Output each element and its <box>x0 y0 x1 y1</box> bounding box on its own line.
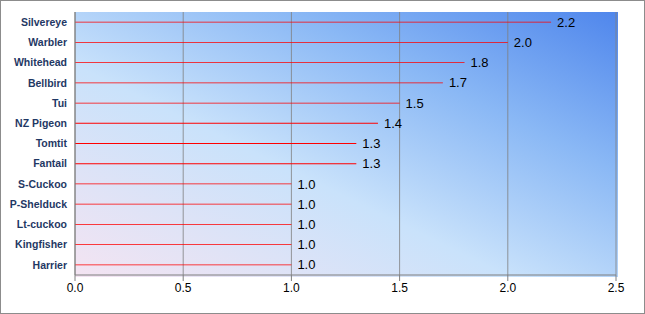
svg-text:Whitehead: Whitehead <box>14 56 67 68</box>
svg-text:1.0: 1.0 <box>297 237 315 252</box>
svg-text:1.0: 1.0 <box>297 257 315 272</box>
svg-text:Bellbird: Bellbird <box>28 77 67 89</box>
svg-text:1.0: 1.0 <box>297 177 315 192</box>
svg-text:Tomtit: Tomtit <box>36 137 68 149</box>
svg-text:0.5: 0.5 <box>175 281 192 295</box>
svg-text:1.5: 1.5 <box>406 96 424 111</box>
svg-text:1.0: 1.0 <box>283 281 300 295</box>
svg-text:1.8: 1.8 <box>471 55 489 70</box>
svg-text:1.0: 1.0 <box>297 217 315 232</box>
svg-text:1.0: 1.0 <box>297 197 315 212</box>
svg-text:2.5: 2.5 <box>608 281 625 295</box>
svg-text:S-Cuckoo: S-Cuckoo <box>18 178 67 190</box>
svg-text:Harrier: Harrier <box>33 259 67 271</box>
svg-text:Fantail: Fantail <box>33 157 67 169</box>
svg-text:2.0: 2.0 <box>499 281 516 295</box>
svg-text:P-Shelduck: P-Shelduck <box>10 198 67 210</box>
svg-text:1.4: 1.4 <box>384 116 402 131</box>
svg-text:1.3: 1.3 <box>362 156 380 171</box>
svg-text:Tui: Tui <box>52 97 67 109</box>
svg-text:1.7: 1.7 <box>449 75 467 90</box>
svg-text:NZ Pigeon: NZ Pigeon <box>15 117 67 129</box>
svg-text:1.3: 1.3 <box>362 136 380 151</box>
svg-text:2.0: 2.0 <box>514 35 532 50</box>
svg-text:2.2: 2.2 <box>557 15 575 30</box>
svg-text:1.5: 1.5 <box>391 281 408 295</box>
svg-text:Kingfisher: Kingfisher <box>15 238 67 250</box>
svg-text:Warbler: Warbler <box>28 36 67 48</box>
svg-text:0.0: 0.0 <box>67 281 84 295</box>
svg-text:Silvereye: Silvereye <box>21 16 67 28</box>
svg-text:Lt-cuckoo: Lt-cuckoo <box>17 218 67 230</box>
